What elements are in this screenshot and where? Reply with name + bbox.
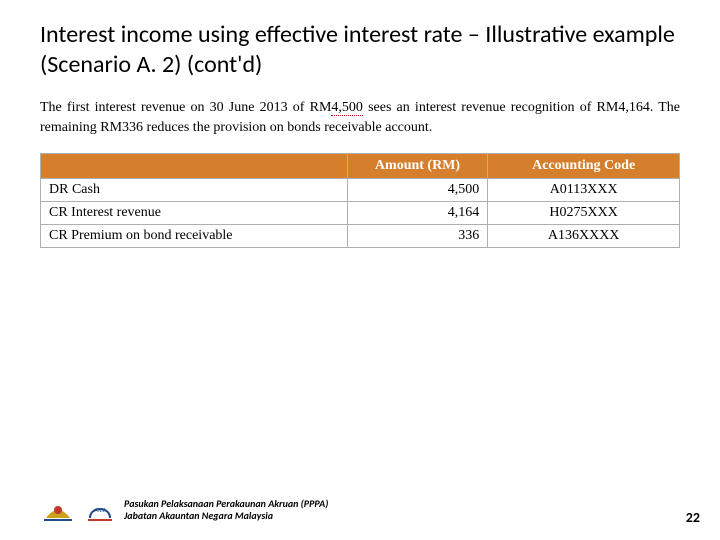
journal-table: Amount (RM) Accounting Code DR Cash 4,50…: [40, 153, 680, 249]
col-header-amount: Amount (RM): [347, 153, 488, 179]
col-header-blank: [41, 153, 348, 179]
page-title: Interest income using effective interest…: [40, 20, 680, 80]
cell-amount: 4,500: [347, 179, 488, 202]
cell-code: H0275XXX: [488, 202, 680, 225]
cell-desc: DR Cash: [41, 179, 348, 202]
amount-2: 4,164: [618, 100, 650, 115]
table-row: CR Premium on bond receivable 336 A136XX…: [41, 225, 680, 248]
footer-line-2: Jabatan Akauntan Negara Malaysia: [124, 510, 328, 522]
body-paragraph: The first interest revenue on 30 June 20…: [40, 98, 680, 139]
body-text-d: reduces the provision on bonds receivabl…: [143, 120, 432, 135]
cell-code: A136XXXX: [488, 225, 680, 248]
cell-amount: 4,164: [347, 202, 488, 225]
col-header-code: Accounting Code: [488, 153, 680, 179]
cell-amount: 336: [347, 225, 488, 248]
table-header-row: Amount (RM) Accounting Code: [41, 153, 680, 179]
crest-icon: [40, 498, 76, 522]
svg-text:ANM: ANM: [94, 508, 105, 514]
body-text-b: sees an interest revenue recognition of …: [363, 100, 618, 115]
amount-3: 336: [122, 120, 143, 135]
cell-desc: CR Premium on bond receivable: [41, 225, 348, 248]
amount-1: 4,500: [331, 100, 363, 116]
table-row: CR Interest revenue 4,164 H0275XXX: [41, 202, 680, 225]
anm-logo-icon: ANM: [86, 498, 114, 522]
footer: ANM Pasukan Pelaksanaan Perakaunan Akrua…: [40, 498, 328, 522]
page-number: 22: [686, 509, 700, 526]
footer-text: Pasukan Pelaksanaan Perakaunan Akruan (P…: [124, 498, 328, 522]
table-row: DR Cash 4,500 A0113XXX: [41, 179, 680, 202]
slide: Interest income using effective interest…: [0, 0, 720, 540]
cell-code: A0113XXX: [488, 179, 680, 202]
body-text-a: The first interest revenue on 30 June 20…: [40, 100, 331, 115]
cell-desc: CR Interest revenue: [41, 202, 348, 225]
